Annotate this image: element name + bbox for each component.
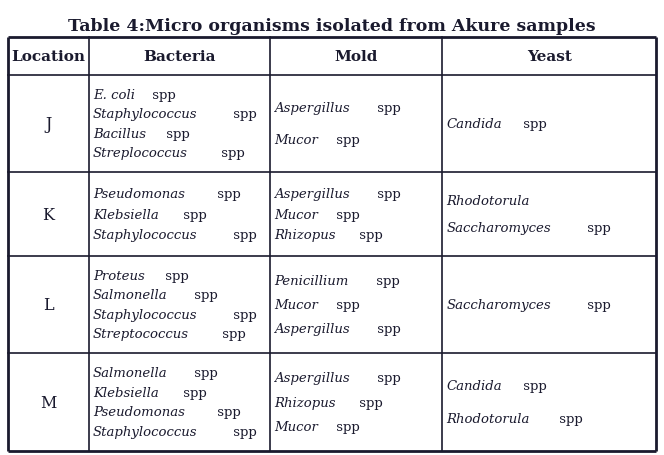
Text: spp: spp [355, 229, 382, 242]
Text: Salmonella: Salmonella [93, 288, 167, 302]
Text: Penicillium: Penicillium [274, 274, 349, 287]
Text: Streptococcus: Streptococcus [93, 328, 189, 341]
Text: Mold: Mold [335, 50, 378, 64]
Text: spp: spp [582, 298, 610, 311]
Text: spp: spp [332, 298, 360, 311]
Text: spp: spp [332, 420, 360, 433]
Text: Staphylococcus: Staphylococcus [93, 229, 197, 242]
Text: Mucor: Mucor [274, 298, 318, 311]
Text: spp: spp [372, 274, 399, 287]
Text: spp: spp [555, 412, 583, 425]
Text: L: L [43, 296, 54, 313]
Text: spp: spp [216, 147, 244, 160]
Text: spp: spp [213, 405, 240, 419]
Text: Mucor: Mucor [274, 420, 318, 433]
Text: spp: spp [218, 328, 246, 341]
Text: Aspergillus: Aspergillus [274, 323, 350, 336]
Text: J: J [45, 116, 52, 133]
Text: Salmonella: Salmonella [93, 367, 167, 379]
Text: Proteus: Proteus [93, 269, 145, 282]
Text: Aspergillus: Aspergillus [274, 187, 350, 200]
Text: spp: spp [373, 323, 401, 336]
Text: spp: spp [213, 187, 240, 200]
Text: Mucor: Mucor [274, 208, 318, 221]
Text: Pseudomonas: Pseudomonas [93, 405, 185, 419]
Text: Candida: Candida [446, 118, 502, 131]
Text: Staphylococcus: Staphylococcus [93, 308, 197, 321]
Text: Candida: Candida [446, 379, 502, 393]
Text: spp: spp [229, 108, 257, 121]
Text: Aspergillus: Aspergillus [274, 101, 350, 115]
Text: spp: spp [229, 425, 257, 438]
Text: spp: spp [519, 379, 546, 393]
Text: spp: spp [332, 134, 360, 147]
Text: Aspergillus: Aspergillus [274, 371, 350, 384]
Text: spp: spp [582, 222, 610, 235]
Text: Saccharomyces: Saccharomyces [446, 222, 550, 235]
Text: Pseudomonas: Pseudomonas [93, 187, 185, 200]
Text: Bacteria: Bacteria [143, 50, 216, 64]
Text: E. coli: E. coli [93, 89, 135, 101]
Text: spp: spp [191, 288, 218, 302]
Text: Staphylococcus: Staphylococcus [93, 425, 197, 438]
Text: spp: spp [373, 371, 401, 384]
Text: spp: spp [162, 127, 190, 141]
Text: spp: spp [519, 118, 546, 131]
Text: Staphylococcus: Staphylococcus [93, 108, 197, 121]
Text: Streplococcus: Streplococcus [93, 147, 188, 160]
Text: Rhizopus: Rhizopus [274, 396, 336, 409]
Text: Location: Location [11, 50, 86, 64]
Text: M: M [41, 394, 56, 411]
Text: spp: spp [332, 208, 360, 221]
Text: spp: spp [179, 386, 207, 399]
Text: Yeast: Yeast [527, 50, 572, 64]
Text: Klebsiella: Klebsiella [93, 386, 159, 399]
Text: spp: spp [148, 89, 176, 101]
Text: Klebsiella: Klebsiella [93, 208, 159, 221]
Text: spp: spp [355, 396, 382, 409]
Text: Bacillus: Bacillus [93, 127, 146, 141]
Text: spp: spp [191, 367, 218, 379]
Text: Mucor: Mucor [274, 134, 318, 147]
Text: spp: spp [229, 308, 257, 321]
Text: spp: spp [373, 101, 401, 115]
Text: Saccharomyces: Saccharomyces [446, 298, 550, 311]
Text: K: K [42, 206, 54, 223]
Text: Table 4:Micro organisms isolated from Akure samples: Table 4:Micro organisms isolated from Ak… [68, 18, 596, 35]
Text: Rhodotorula: Rhodotorula [446, 412, 529, 425]
Text: Rhodotorula: Rhodotorula [446, 194, 529, 207]
Text: spp: spp [229, 229, 257, 242]
Text: spp: spp [179, 208, 207, 221]
Text: spp: spp [161, 269, 189, 282]
Text: Rhizopus: Rhizopus [274, 229, 336, 242]
Text: spp: spp [373, 187, 401, 200]
